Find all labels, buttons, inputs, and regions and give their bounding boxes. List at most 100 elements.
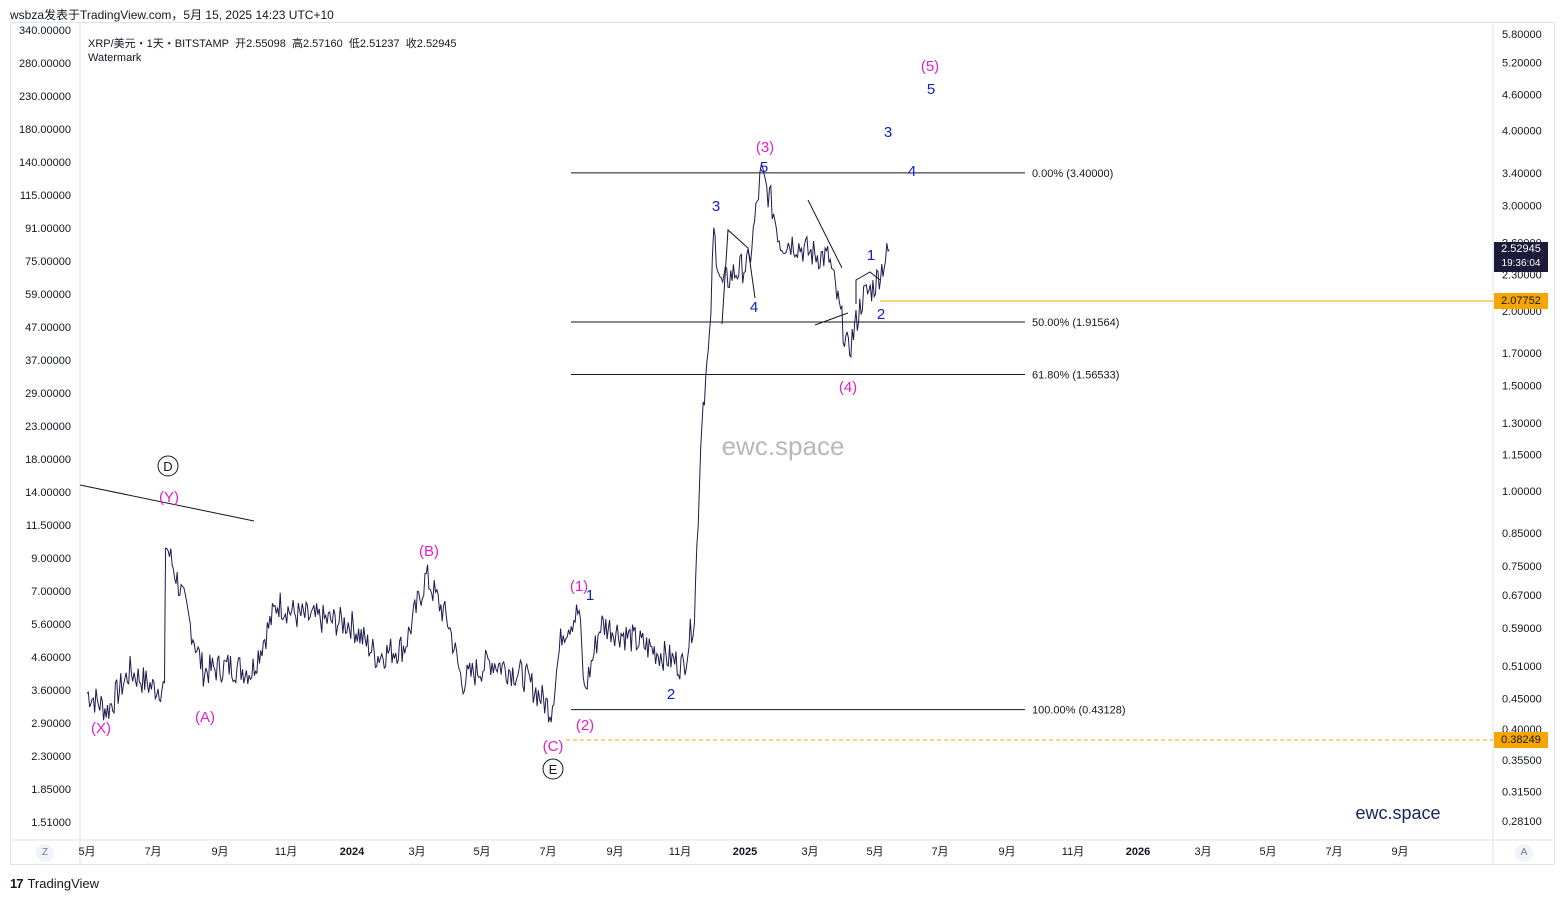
wave-label-blue[interactable]: 2 [877,306,885,323]
left-axis-tick: 280.00000 [19,58,71,70]
fib-level-label: 100.00% (0.43128) [1032,705,1126,717]
legend-open-label: 开 [235,38,247,50]
wedge-3 [814,312,849,326]
right-axis-tick: 1.70000 [1502,348,1542,360]
auto-scale-button[interactable]: A [1515,844,1533,862]
legend-low: 2.51237 [359,38,400,50]
price-line [86,163,890,723]
trendline-d [79,484,255,522]
tradingview-logo[interactable]: 17 TradingView [10,876,99,891]
watermark-center: ewc.space [722,431,845,461]
right-axis-tick: 3.40000 [1502,168,1542,180]
left-axis-tick: 5.60000 [31,619,71,631]
time-axis-tick: 2025 [733,846,757,858]
right-axis-tick: 0.28100 [1502,816,1542,828]
publish-info: wsbza发表于TradingView.com，5月 15, 2025 14:2… [10,8,334,22]
left-axis-tick: 340.00000 [19,25,71,37]
wave-labels[interactable]: (X) (Y) (A) (B) (C) (1) (2) (3) (4) (5) 1 2 3 4 5 3 4 5 1 2… [91,58,939,780]
legend-high: 2.57160 [303,38,343,50]
time-axis-tick: 9月 [998,846,1015,858]
wave-label-blue[interactable]: 1 [867,247,875,264]
left-axis-tick: 59.00000 [25,289,71,301]
wedge-2 [807,199,843,269]
fib-level-label: 50.00% (1.91564) [1032,317,1119,329]
time-axis-tick: 2024 [340,846,365,858]
time-axis-tick: 7月 [144,846,161,858]
left-axis-tick: 4.60000 [31,652,71,664]
wave-label-blue[interactable]: 5 [927,81,935,98]
wave-label-blue[interactable]: 3 [884,124,892,141]
right-axis-tick: 1.00000 [1502,486,1542,498]
wave-label-magenta[interactable]: (5) [921,58,939,75]
left-axis-tick: 47.00000 [25,322,71,334]
wave-label-blue[interactable]: 5 [760,159,768,176]
left-axis-tick: 140.00000 [19,157,71,169]
right-axis-tick: 0.59000 [1502,623,1542,635]
legend-low-label: 低 [348,38,360,50]
right-axis-tick: 5.20000 [1502,57,1542,69]
orange-price-tag-2: 0.38249 [1494,732,1548,748]
right-price-axis[interactable]: 5.80000 5.20000 4.60000 4.00000 3.40000 3.000… [1502,29,1542,828]
wave-label-magenta[interactable]: (3) [756,139,774,156]
wave-label-magenta[interactable]: (C) [543,738,564,755]
left-axis-tick: 75.00000 [25,256,71,268]
time-axis-tick: 5月 [1259,846,1276,858]
left-axis-tick: 115.00000 [20,190,71,202]
watermark-corner: ewc.space [1355,803,1440,823]
legend-close: 2.52945 [416,38,457,50]
right-axis-tick: 1.50000 [1502,381,1542,393]
time-axis-tick: 2026 [1126,846,1150,858]
wave-label-magenta[interactable]: (1) [570,578,588,595]
fib-level-label: 0.00% (3.40000) [1032,168,1113,180]
time-axis-tick: 3月 [408,846,425,858]
wave-label-blue[interactable]: 2 [667,686,675,703]
left-price-axis[interactable]: 340.00000 280.00000 230.00000 180.00000 140.… [19,25,71,829]
wave-label-circled[interactable]: D [163,459,172,474]
time-axis-tick: 5月 [473,846,490,858]
time-axis-tick: 9月 [211,846,228,858]
wave-label-blue[interactable]: 3 [712,198,720,215]
fib-retracement[interactable]: 0.00% (3.40000) 50.00% (1.91564) 61.80% (1… [571,168,1126,717]
tradingview-brand: TradingView [27,876,100,891]
time-axis-tick: 7月 [931,846,948,858]
fib-level-label: 61.80% (1.56533) [1032,370,1119,382]
left-axis-tick: 2.30000 [31,751,71,763]
log-scale-button[interactable]: Z [36,844,54,862]
right-axis-tick: 5.80000 [1502,29,1542,41]
wave-label-magenta[interactable]: (4) [839,379,857,396]
wave-label-magenta[interactable]: (2) [576,717,594,734]
drawing-tools[interactable] [79,199,881,522]
wave-label-magenta[interactable]: (A) [195,709,215,726]
time-axis-tick: 11月 [669,846,691,858]
orange-price-tag: 2.07752 [1494,293,1548,309]
left-axis-tick: 1.85000 [31,784,71,796]
wave-label-magenta[interactable]: (B) [419,543,439,560]
left-axis-tick: 11.50000 [26,520,71,532]
right-axis-tick: 1.30000 [1502,418,1542,430]
left-axis-tick: 180.00000 [19,124,71,136]
current-price-tag: 2.52945 19:36:04 [1494,242,1548,272]
wave-label-blue[interactable]: 4 [908,163,916,180]
chart-pane[interactable] [10,22,1555,865]
legend-ohlc: XRP/美元・1天・BITSTAMP 开2.55098 高2.57160 低2.… [88,35,457,51]
time-axis-tick: 5月 [866,846,883,858]
legend-watermark: Watermark [88,52,142,64]
time-axis[interactable]: 5月 7月 9月 11月 2024 3月 5月 7月 9月 11月 2025 3月 5月 7月 9月 11月 2… [78,846,1408,858]
time-axis-tick: 5月 [78,846,95,858]
wave-label-blue[interactable]: 4 [750,299,758,316]
countdown: 19:36:04 [1501,258,1541,269]
right-axis-tick: 3.00000 [1502,200,1542,212]
right-axis-tick: 4.00000 [1502,126,1542,138]
time-axis-tick: 9月 [1391,846,1408,858]
wave-label-circled[interactable]: E [549,762,558,777]
wave-label-blue[interactable]: 1 [586,587,594,604]
wave-label-magenta[interactable]: (X) [91,720,111,737]
right-axis-tick: 0.51000 [1502,661,1542,673]
right-axis-tick: 2.30000 [1502,269,1542,281]
wave-label-magenta[interactable]: (Y) [159,489,179,506]
legend-high-label: 高 [292,38,303,50]
current-price: 2.52945 [1501,243,1541,255]
legend-symbol: XRP/美元・1天・BITSTAMP [88,38,229,50]
wave-circle-marker [157,455,179,477]
